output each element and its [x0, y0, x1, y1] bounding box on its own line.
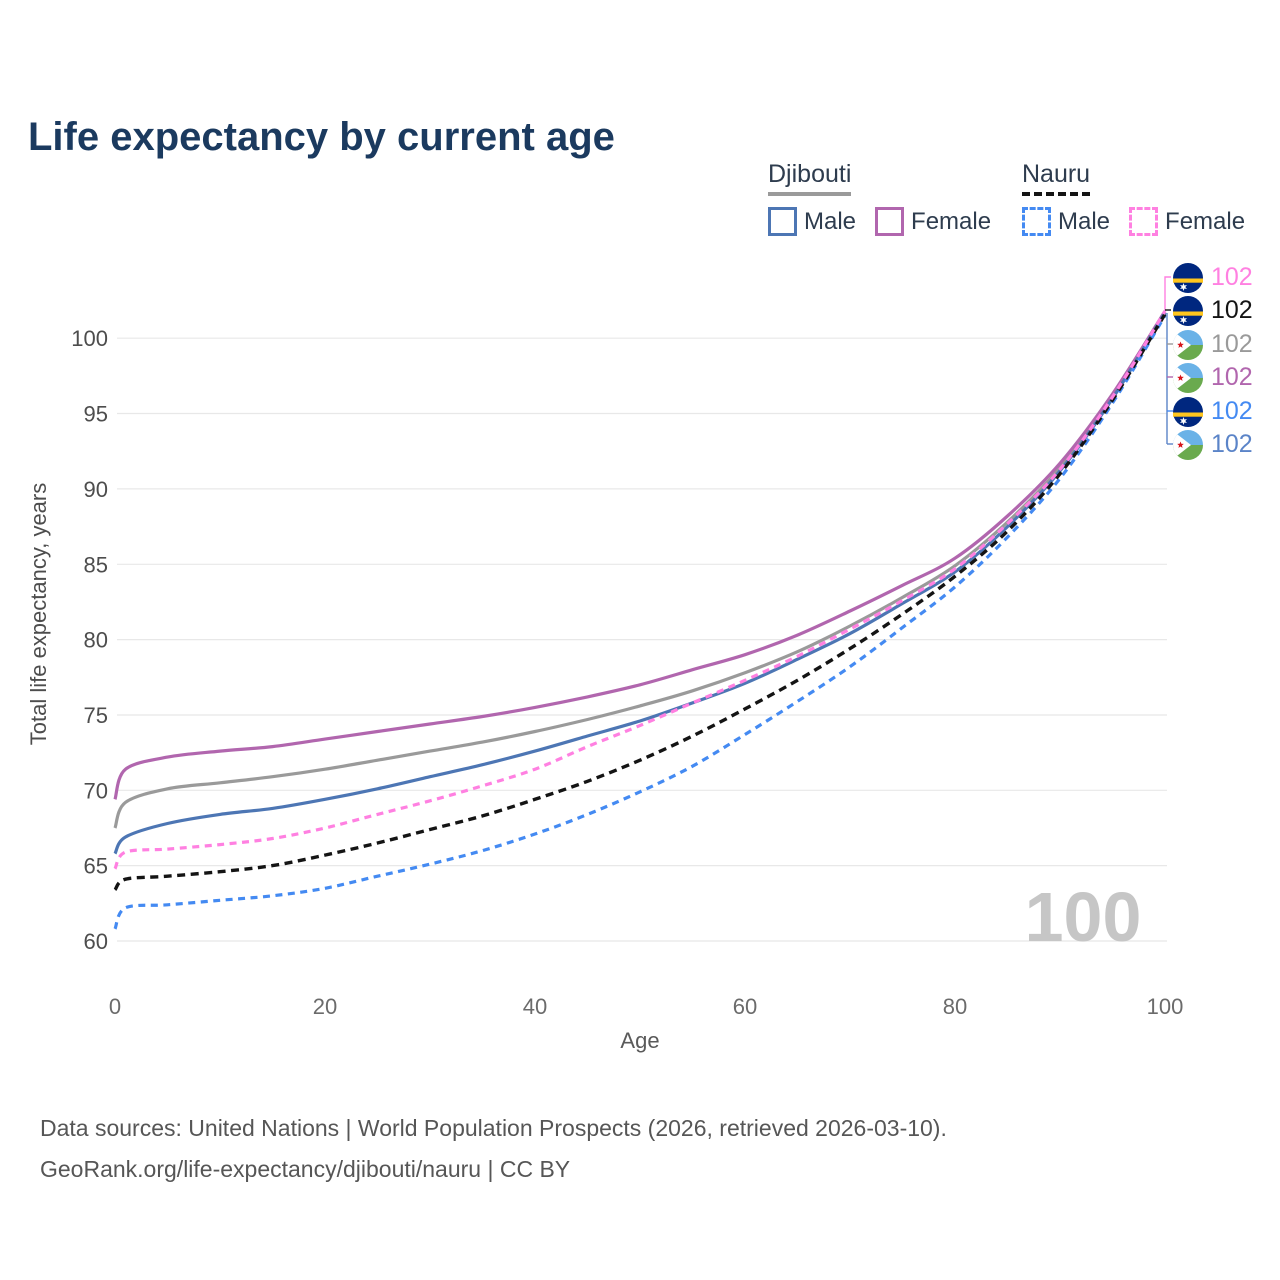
- legend-item-label: Male: [804, 207, 857, 235]
- y-tick-label: 80: [84, 628, 108, 653]
- end-value: 102: [1211, 397, 1253, 425]
- legend-group-title-djibouti: Djibouti: [768, 160, 852, 196]
- y-tick-label: 75: [84, 703, 108, 728]
- djibouti-flag-icon: [1173, 362, 1203, 393]
- end-label-nr-both[interactable]: 102: [1173, 295, 1253, 326]
- x-tick-label: 40: [523, 994, 547, 1019]
- end-value: 102: [1211, 296, 1253, 324]
- nauru-flag-icon: [1173, 295, 1203, 326]
- end-label-dj-both[interactable]: 102: [1173, 329, 1253, 360]
- x-tick-label: 100: [1147, 994, 1184, 1019]
- legend-item-label: Male: [1058, 207, 1111, 235]
- source-link-line: GeoRank.org/life-expectancy/djibouti/nau…: [40, 1156, 571, 1182]
- series-line-nr-male[interactable]: [113, 314, 1167, 930]
- line-style-swatch-icon: [768, 207, 797, 236]
- line-style-swatch-icon: [1129, 207, 1159, 236]
- end-value: 102: [1211, 430, 1253, 458]
- legend-group-nauru: Nauru Male Female: [1022, 160, 1245, 236]
- end-label-nr-female[interactable]: 102: [1173, 262, 1253, 293]
- source-line: Data sources: United Nations | World Pop…: [40, 1115, 947, 1141]
- x-axis-label: Age: [620, 1028, 659, 1053]
- x-tick-label: 80: [943, 994, 967, 1019]
- page-title: Life expectancy by current age: [28, 114, 615, 159]
- legend-item-djibouti-male[interactable]: Male: [768, 207, 856, 236]
- end-value: 102: [1211, 363, 1253, 391]
- series-line-dj-male[interactable]: [113, 311, 1167, 855]
- end-value: 102: [1211, 330, 1253, 358]
- series-line-nr-female[interactable]: [113, 310, 1167, 870]
- age-watermark: 100: [1025, 878, 1142, 956]
- nauru-flag-icon: [1173, 396, 1203, 427]
- legend-item-label: Female: [911, 207, 992, 235]
- end-value: 102: [1211, 263, 1253, 291]
- end-label-dj-male[interactable]: 102: [1173, 429, 1253, 460]
- legend-item-nauru-male[interactable]: Male: [1022, 207, 1110, 236]
- nauru-flag-icon: [1173, 262, 1203, 293]
- end-label-dj-female[interactable]: 102: [1173, 362, 1253, 393]
- y-tick-label: 90: [84, 477, 108, 502]
- djibouti-flag-icon: [1173, 329, 1203, 360]
- line-style-swatch-icon: [1022, 207, 1051, 236]
- series-line-dj-both[interactable]: [113, 311, 1167, 829]
- leader-line-nr-female: [1164, 276, 1171, 313]
- y-tick-label: 100: [71, 326, 108, 351]
- x-tick-label: 20: [313, 994, 337, 1019]
- line-style-swatch-icon: [875, 207, 905, 236]
- series-line-dj-female[interactable]: [113, 310, 1167, 800]
- data-source-note: Data sources: United Nations | World Pop…: [40, 1108, 947, 1190]
- y-tick-label: 95: [84, 402, 108, 427]
- y-tick-label: 65: [84, 854, 108, 879]
- y-tick-label: 70: [84, 778, 108, 803]
- legend-item-label: Female: [1165, 207, 1246, 235]
- series-line-nr-both[interactable]: [113, 313, 1167, 891]
- x-tick-label: 60: [733, 994, 757, 1019]
- end-label-nr-male[interactable]: 102: [1173, 396, 1253, 427]
- y-tick-label: 85: [84, 552, 108, 577]
- x-tick-label: 0: [109, 994, 121, 1019]
- legend-group-djibouti: Djibouti Male Female: [768, 160, 991, 236]
- y-axis-label: Total life expectancy, years: [26, 483, 51, 746]
- legend-item-djibouti-female[interactable]: Female: [875, 207, 991, 236]
- legend-group-title-nauru: Nauru: [1022, 160, 1091, 196]
- djibouti-flag-icon: [1173, 429, 1203, 460]
- y-tick-label: 60: [84, 929, 108, 954]
- legend-item-nauru-female[interactable]: Female: [1129, 207, 1245, 236]
